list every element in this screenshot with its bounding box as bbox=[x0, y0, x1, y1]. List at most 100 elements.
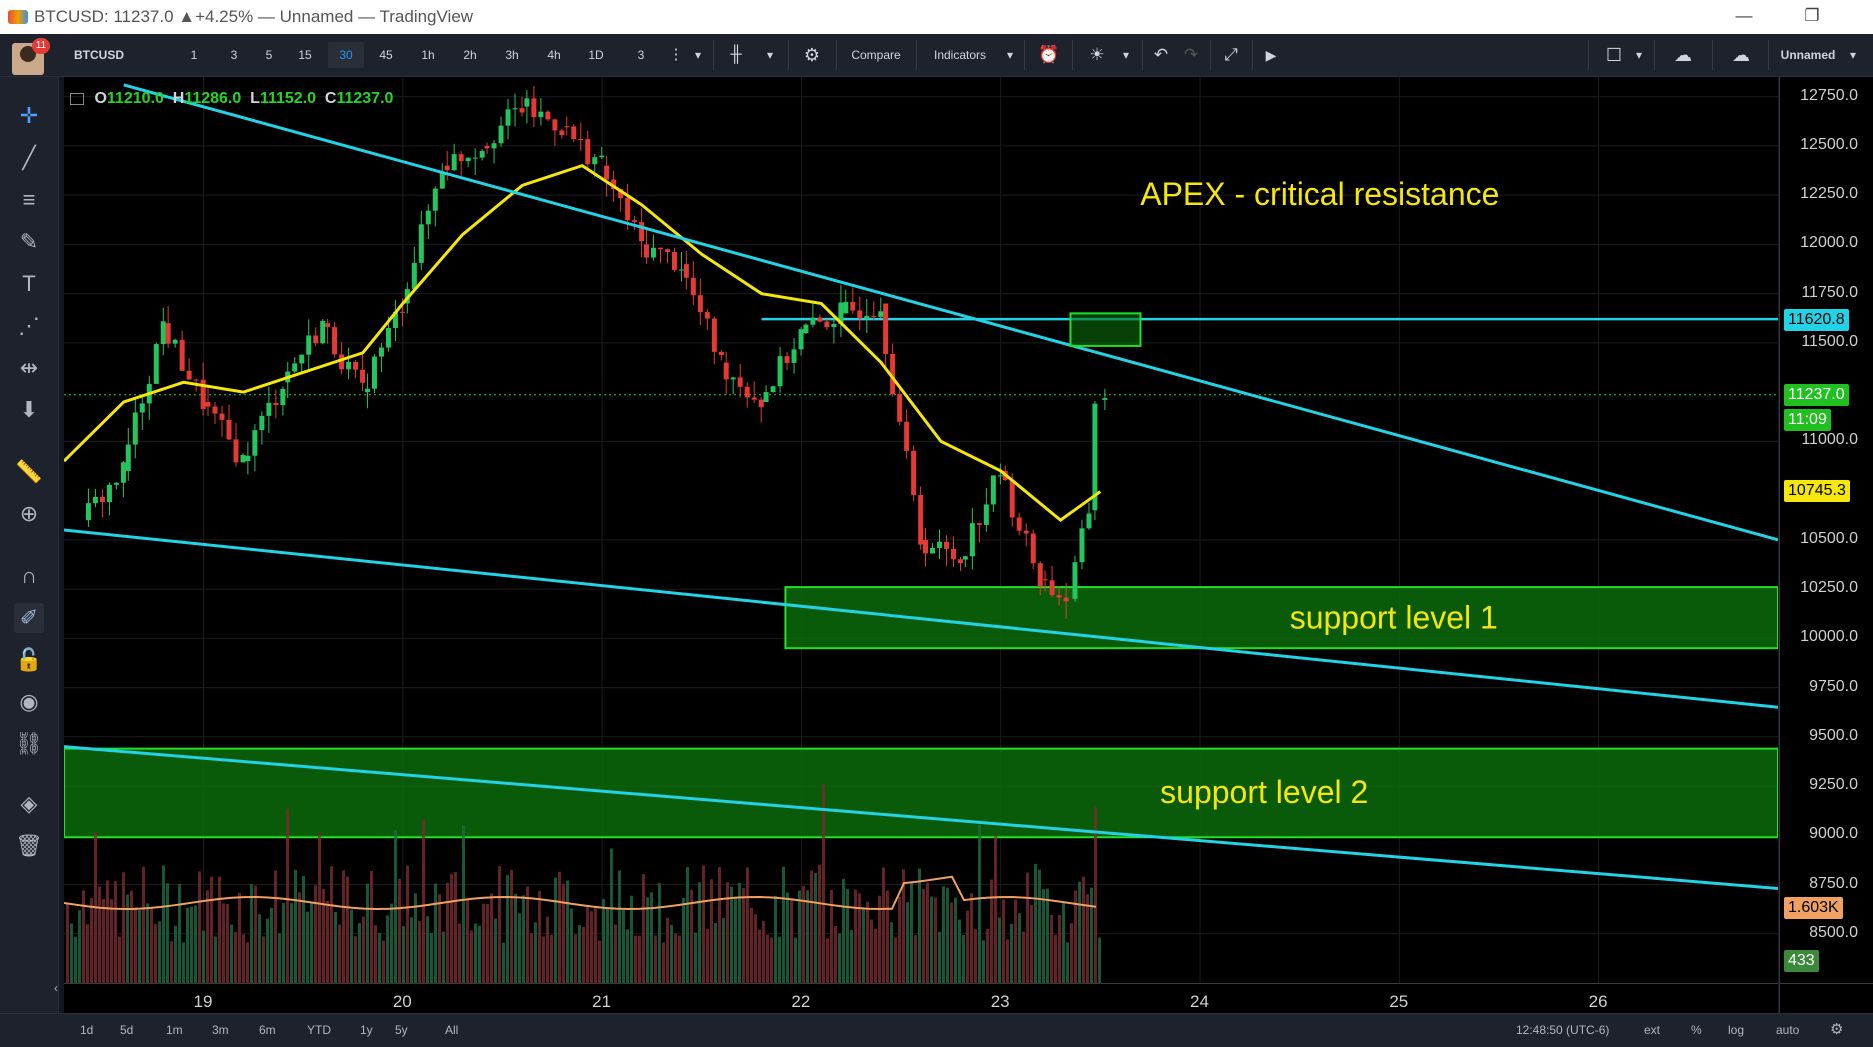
auto-scale-toggle[interactable]: auto bbox=[1776, 1023, 1800, 1037]
settings-gear-icon[interactable]: ⚙ bbox=[803, 45, 821, 65]
interval-2h[interactable]: 2h bbox=[463, 48, 477, 62]
idea-bulb-icon[interactable]: ☀ bbox=[1089, 45, 1105, 64]
candle-body bbox=[1030, 533, 1036, 564]
minimize-icon[interactable]: — bbox=[1735, 6, 1753, 25]
interval-dropdown-icon[interactable]: ▾ bbox=[694, 48, 702, 62]
volume-bar bbox=[254, 885, 257, 983]
restore-icon[interactable]: ❐ bbox=[1804, 6, 1820, 25]
candle-body bbox=[120, 462, 126, 483]
candle-body bbox=[538, 111, 544, 118]
fib-lines-icon[interactable]: ≡ bbox=[22, 187, 36, 212]
interval-30[interactable]: 30 bbox=[328, 42, 364, 68]
candle-body bbox=[611, 179, 617, 190]
interval-3h[interactable]: 3h bbox=[505, 48, 519, 62]
candle-body bbox=[292, 363, 298, 372]
candle-body bbox=[599, 155, 605, 158]
symbol-search-button[interactable]: BTCUSD bbox=[74, 48, 124, 62]
legend-collapse-icon[interactable] bbox=[70, 92, 84, 105]
eye-icon[interactable]: ◉ bbox=[19, 689, 39, 714]
link-icon[interactable]: ⛓ bbox=[15, 731, 43, 756]
interval-15[interactable]: 15 bbox=[298, 48, 312, 62]
clock-timezone[interactable]: 12:48:50 (UTC-6) bbox=[1516, 1023, 1610, 1037]
trash-icon[interactable]: 🗑 bbox=[15, 833, 43, 858]
volume-bar bbox=[546, 916, 549, 983]
range-1y[interactable]: 1y bbox=[360, 1023, 373, 1037]
chart-canvas[interactable]: APEX - critical resistance support level … bbox=[62, 77, 1779, 983]
candle-style-icon[interactable]: ╫ bbox=[730, 46, 742, 63]
zoom-in-icon[interactable]: ⊕ bbox=[19, 501, 39, 526]
range-3m[interactable]: 3m bbox=[212, 1023, 229, 1037]
crosshair-icon[interactable]: ✛ bbox=[19, 103, 39, 128]
layout-name-button[interactable]: Unnamed bbox=[1780, 48, 1836, 62]
layout-name-dropdown-icon[interactable]: ▾ bbox=[1849, 48, 1857, 62]
lock-icon[interactable]: 🔓 bbox=[15, 647, 43, 672]
extended-hours-toggle[interactable]: ext bbox=[1644, 1023, 1661, 1037]
trendline-icon[interactable]: ╱ bbox=[22, 145, 36, 170]
indicators-dropdown-icon[interactable]: ▾ bbox=[1006, 48, 1014, 62]
range-6m[interactable]: 6m bbox=[259, 1023, 276, 1037]
redo-icon[interactable]: ↷ bbox=[1183, 45, 1199, 64]
arrow-down-icon[interactable]: ⬇ bbox=[19, 397, 39, 422]
volume-bar bbox=[834, 926, 837, 983]
candle-body bbox=[697, 295, 703, 313]
collapse-toolbar-icon[interactable]: ‹ bbox=[54, 981, 58, 995]
notification-badge: 11 bbox=[32, 38, 50, 54]
range-all[interactable]: All bbox=[445, 1023, 459, 1037]
brush-icon[interactable]: ✎ bbox=[19, 229, 39, 254]
measure-range-icon[interactable]: ⇹ bbox=[19, 355, 39, 380]
volume-bar bbox=[390, 903, 393, 983]
layers-icon[interactable]: ◈ bbox=[20, 791, 38, 816]
cloud-download-icon[interactable]: ☁ bbox=[1674, 45, 1692, 65]
volume-bar bbox=[638, 935, 641, 983]
range-5y[interactable]: 5y bbox=[395, 1023, 408, 1037]
volume-bar bbox=[450, 873, 453, 983]
interval-1h[interactable]: 1h bbox=[421, 48, 435, 62]
interval-4h[interactable]: 4h bbox=[547, 48, 561, 62]
interval-3[interactable]: 3 bbox=[230, 48, 238, 62]
volume-bar bbox=[146, 903, 149, 983]
interval-1D[interactable]: 1D bbox=[588, 48, 604, 62]
candle-body bbox=[125, 444, 131, 471]
interval-3[interactable]: 3 bbox=[637, 48, 645, 62]
candle-body bbox=[193, 379, 199, 381]
magnet-icon[interactable]: ∩ bbox=[21, 563, 37, 588]
volume-bar bbox=[178, 884, 181, 983]
volume-bar bbox=[982, 940, 985, 983]
pattern-icon[interactable]: ⋰ bbox=[18, 313, 40, 338]
range-1d[interactable]: 1d bbox=[80, 1023, 94, 1037]
idea-dropdown-icon[interactable]: ▾ bbox=[1122, 48, 1130, 62]
volume-bar bbox=[1074, 890, 1077, 983]
range-ytd[interactable]: YTD bbox=[307, 1023, 331, 1037]
candle-body bbox=[604, 165, 610, 180]
price-axis[interactable]: 12750.0 12500.0 12250.0 12000.0 11750.0 11500… bbox=[1779, 77, 1873, 983]
text-icon[interactable]: T bbox=[22, 271, 36, 296]
undo-icon[interactable]: ↶ bbox=[1153, 45, 1169, 64]
interval-more-icon[interactable]: ⋮ bbox=[668, 46, 684, 63]
replay-play-icon[interactable]: ▶ bbox=[1265, 47, 1277, 63]
indicators-button[interactable]: Indicators bbox=[933, 48, 987, 62]
scale-settings-gear-icon[interactable]: ⚙ bbox=[1830, 1021, 1844, 1038]
ohlc-open: 11210.0 bbox=[106, 90, 164, 107]
candle-body bbox=[817, 317, 823, 322]
candle-body bbox=[531, 98, 537, 118]
layout-dropdown-icon[interactable]: ▾ bbox=[1635, 48, 1643, 62]
ruler-icon[interactable]: 📏 bbox=[15, 459, 43, 484]
candle-body bbox=[552, 119, 558, 131]
stay-in-drawing-mode-icon[interactable]: ✐ bbox=[14, 603, 44, 633]
interval-5[interactable]: 5 bbox=[265, 48, 273, 62]
chart-pane[interactable]: APEX - critical resistance support level … bbox=[62, 77, 1779, 983]
compare-button[interactable]: Compare bbox=[851, 48, 901, 62]
fullscreen-icon[interactable]: ⤢ bbox=[1224, 45, 1238, 64]
time-axis[interactable]: 19 20 21 22 23 24 25 26 bbox=[64, 983, 1778, 1014]
percent-scale-toggle[interactable]: % bbox=[1691, 1023, 1702, 1037]
layout-square-icon[interactable]: ☐ bbox=[1605, 45, 1623, 65]
range-1m[interactable]: 1m bbox=[166, 1023, 183, 1037]
log-scale-toggle[interactable]: log bbox=[1728, 1023, 1745, 1037]
candle-body bbox=[320, 320, 326, 344]
interval-1[interactable]: 1 bbox=[190, 48, 198, 62]
cloud-upload-icon[interactable]: ☁ bbox=[1732, 45, 1750, 65]
range-5d[interactable]: 5d bbox=[120, 1023, 134, 1037]
chart-style-dropdown-icon[interactable]: ▾ bbox=[766, 48, 774, 62]
interval-45[interactable]: 45 bbox=[379, 48, 393, 62]
alert-clock-icon[interactable]: ⏰ bbox=[1038, 45, 1060, 64]
